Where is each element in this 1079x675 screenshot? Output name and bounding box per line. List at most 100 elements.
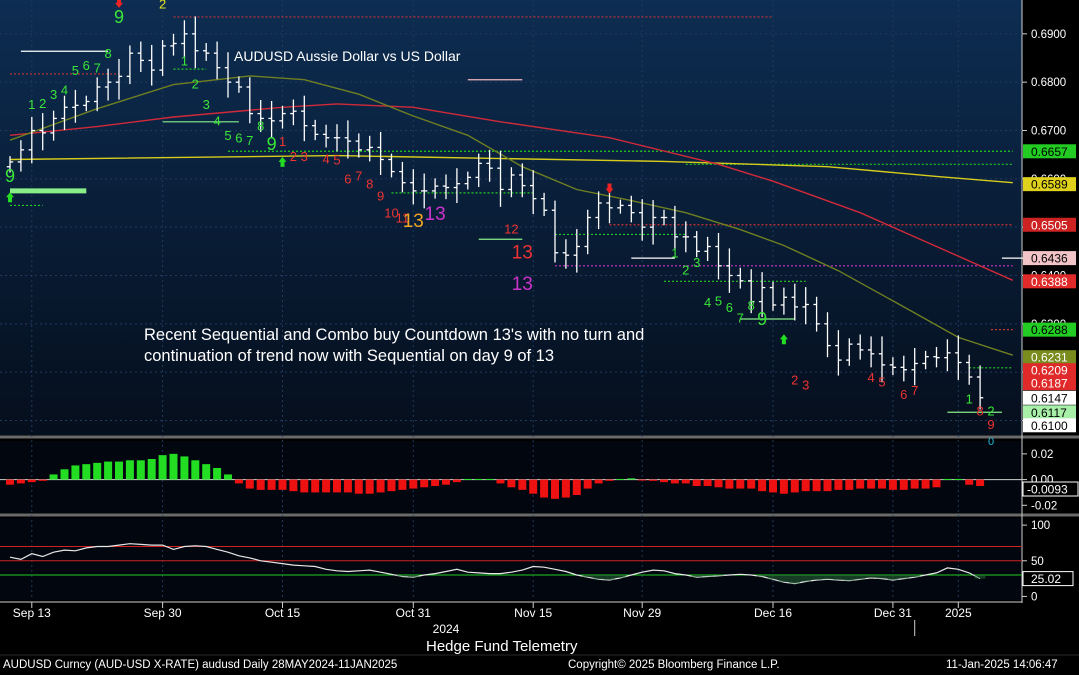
sequential-count-label: 6 — [726, 300, 733, 315]
sequential-count-label: 7 — [911, 383, 918, 398]
sequential-count-label: 8 — [976, 404, 983, 419]
oscillator-panel-background — [0, 518, 1022, 600]
sequential-count-label: 4 — [704, 295, 711, 310]
price-tag-label: 0.6117 — [1031, 406, 1067, 420]
price-tag-label: 0.6100 — [1031, 419, 1068, 433]
histogram-bar — [736, 479, 745, 489]
x-tick-label: Nov 15 — [514, 606, 552, 620]
histogram-bar — [115, 461, 123, 480]
histogram-bar — [224, 474, 232, 480]
histogram-tick-label: -0.02 — [1031, 500, 1057, 512]
moving-average-line — [9, 103, 1014, 281]
sequential-count-label: 5 — [224, 128, 231, 143]
histogram-value-tag — [1022, 481, 1079, 497]
histogram-bar — [322, 479, 331, 493]
histogram-bar — [136, 460, 145, 480]
sequential-count-label: 3 — [301, 149, 308, 164]
histogram-bar — [71, 465, 80, 480]
sequential-count-label: 9 — [377, 189, 384, 204]
histogram-bar — [976, 479, 985, 486]
price-tag — [1023, 144, 1076, 159]
histogram-bar — [627, 478, 636, 480]
histogram-bar — [823, 479, 832, 492]
histogram-bar — [965, 479, 974, 485]
right-axis-background — [1022, 0, 1079, 600]
histogram-bar — [6, 479, 14, 485]
moving-average-line — [9, 75, 1014, 356]
histogram-bar — [758, 479, 767, 492]
arrow-up-icon — [779, 334, 788, 345]
histogram-bar — [878, 479, 886, 489]
sequential-count-label: 1 — [671, 246, 678, 261]
histogram-bar — [256, 479, 265, 490]
histogram-bar — [104, 461, 113, 480]
oscillator-value-tag — [1022, 571, 1074, 587]
histogram-bar — [670, 479, 679, 484]
sequential-count-label: 0 — [988, 436, 994, 448]
histogram-bar — [769, 479, 777, 493]
histogram-bar — [60, 469, 69, 480]
price-tag — [1023, 405, 1076, 420]
histogram-bar — [158, 455, 167, 480]
histogram-bar — [191, 460, 200, 480]
price-tag — [1023, 350, 1076, 365]
histogram-bar — [572, 479, 581, 495]
sequential-count-label: 8 — [104, 46, 111, 61]
histogram-bar — [540, 479, 549, 498]
price-tag-label: 0.6231 — [1031, 351, 1068, 365]
sequential-count-label: 13 — [512, 274, 533, 295]
sequential-count-label: 6 — [83, 58, 90, 73]
histogram-bar — [921, 479, 930, 489]
histogram-bar — [605, 479, 614, 481]
sequential-count-label: 6 — [900, 387, 907, 402]
histogram-bar — [267, 479, 276, 490]
histogram-bar — [485, 478, 494, 480]
sequential-count-label: 7 — [94, 61, 101, 76]
moving-average-line — [9, 154, 1013, 184]
sequential-count-label: 7 — [737, 310, 744, 325]
sequential-count-label: 2 — [39, 96, 46, 111]
sequential-count-label: 4 — [61, 82, 68, 97]
footer-copyright: Copyright© 2025 Bloomberg Finance L.P. — [568, 659, 780, 671]
sequential-count-label: 9 — [267, 134, 277, 154]
histogram-bar — [496, 479, 505, 484]
price-tag-label: 0.6505 — [1031, 218, 1068, 232]
histogram-bar — [93, 462, 102, 480]
histogram-bar — [551, 479, 559, 499]
annotation-line-1: Recent Sequential and Combo buy Countdow… — [144, 326, 645, 344]
histogram-bar — [38, 479, 47, 481]
sequential-count-label: 12 — [504, 221, 518, 236]
sequential-count-label: 8 — [748, 298, 755, 313]
histogram-bar — [899, 479, 908, 490]
histogram-bar — [616, 478, 625, 480]
histogram-bar — [431, 479, 440, 486]
price-tag-label: 0.6589 — [1031, 178, 1068, 192]
histogram-bar — [442, 479, 450, 485]
histogram-bar — [660, 479, 668, 483]
histogram-bar — [507, 479, 516, 488]
x-tick-label: 2025 — [945, 606, 972, 620]
histogram-bar — [27, 479, 36, 483]
sequential-count-label: 2 — [682, 263, 689, 278]
arrow-up-icon — [6, 192, 14, 203]
oscillator-tick-label: 0 — [1031, 591, 1037, 603]
price-panel-background — [0, 0, 1022, 435]
histogram-value-label: -0.0093 — [1027, 483, 1068, 497]
sequential-count-label: 3 — [203, 97, 210, 112]
oscillator-tick-label: 100 — [1031, 520, 1050, 532]
histogram-bar — [845, 479, 854, 490]
sequential-count-label: 6 — [235, 131, 242, 146]
histogram-bar — [779, 479, 788, 494]
y-tick-label: 0.6800 — [1031, 77, 1066, 89]
histogram-bar — [725, 479, 734, 489]
y-tick-label: 0.6900 — [1031, 29, 1066, 41]
histogram-bar — [420, 479, 429, 488]
histogram-bar — [649, 479, 658, 481]
y-tick-label: 0.6700 — [1031, 126, 1066, 138]
price-tag — [1023, 322, 1076, 337]
histogram-bar — [943, 478, 952, 480]
sequential-count-label: 9 — [757, 309, 767, 329]
sequential-count-label: 3 — [802, 378, 809, 393]
histogram-bar — [147, 459, 156, 480]
arrow-up-icon — [278, 156, 287, 167]
